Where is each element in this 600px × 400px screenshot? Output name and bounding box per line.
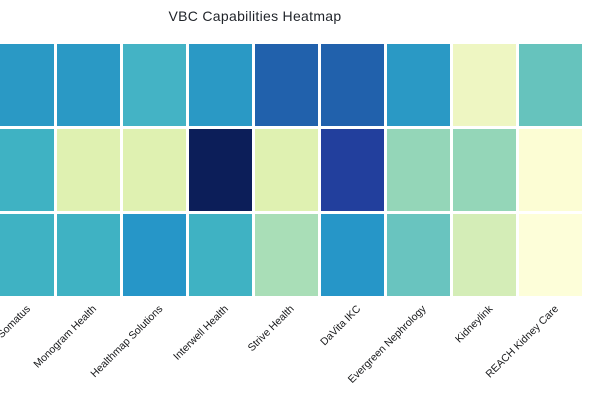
heatmap-cell-r2c1 (0, 129, 54, 211)
heatmap-cell-r1c9 (519, 44, 582, 126)
heatmap-cell-r1c5 (255, 44, 318, 126)
heatmap-cell-r2c4 (189, 129, 252, 211)
heatmap-cell-r3c9 (519, 214, 582, 296)
heatmap-cell-r2c5 (255, 129, 318, 211)
x-axis-label: Interwell Health (171, 303, 231, 363)
heatmap-cell-r1c3 (123, 44, 186, 126)
heatmap-cell-r1c4 (189, 44, 252, 126)
heatmap-cell-r3c3 (123, 214, 186, 296)
heatmap-cell-r2c9 (519, 129, 582, 211)
chart-title: VBC Capabilities Heatmap (168, 8, 342, 24)
x-axis-label: Strive Health (245, 303, 297, 354)
x-axis-label: Somatus (0, 303, 33, 341)
heatmap-cell-r1c1 (0, 44, 54, 126)
x-axis-label: Healthmap Solutions (87, 303, 165, 380)
heatmap-grid (0, 44, 582, 296)
heatmap-cell-r3c1 (0, 214, 54, 296)
heatmap-cell-r1c6 (321, 44, 384, 126)
heatmap-cell-r2c8 (453, 129, 516, 211)
heatmap-cell-r3c6 (321, 214, 384, 296)
heatmap-cell-r1c7 (387, 44, 450, 126)
heatmap-cell-r3c7 (387, 214, 450, 296)
heatmap-cell-r1c8 (453, 44, 516, 126)
x-axis-label: Monogram Health (31, 303, 99, 371)
heatmap-cell-r1c2 (57, 44, 120, 126)
heatmap-cell-r3c2 (57, 214, 120, 296)
heatmap-cell-r2c7 (387, 129, 450, 211)
x-axis-label: DaVita IKC (317, 303, 363, 349)
heatmap-cell-r2c2 (57, 129, 120, 211)
heatmap-cell-r3c8 (453, 214, 516, 296)
heatmap-cell-r3c5 (255, 214, 318, 296)
x-axis-label: REACH Kidney Care (483, 303, 561, 381)
x-axis-label: Kidneylink (452, 303, 495, 346)
heatmap-cell-r2c6 (321, 129, 384, 211)
heatmap-cell-r3c4 (189, 214, 252, 296)
heatmap-cell-r2c3 (123, 129, 186, 211)
